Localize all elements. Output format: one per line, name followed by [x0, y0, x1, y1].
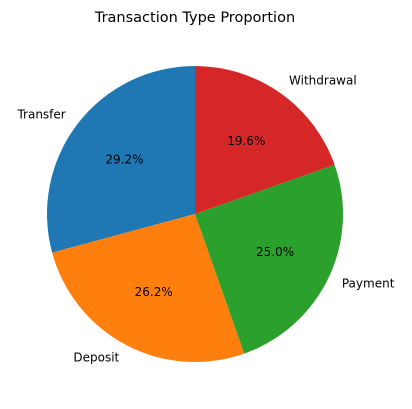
chart-title: Transaction Type Proportion: [94, 10, 295, 26]
slice-label-transfer: Transfer: [16, 108, 65, 122]
pie-slice-withdrawal: [195, 66, 335, 214]
slice-percent-transfer: 29.2%: [105, 153, 143, 167]
slice-percent-deposit: 26.2%: [135, 285, 173, 299]
pie-slice-transfer: [46, 66, 195, 253]
slice-percent-payment: 25.0%: [256, 245, 294, 259]
pie-slice-deposit: [52, 214, 245, 363]
slice-percent-withdrawal: 19.6%: [227, 134, 265, 148]
slice-label-payment: Payment: [342, 277, 395, 291]
pie-slices: [46, 66, 343, 363]
slice-label-withdrawal: Withdrawal: [289, 74, 357, 88]
slice-label-deposit: Deposit: [73, 351, 119, 365]
pie-slice-payment: [195, 164, 343, 354]
pie-labels: Transfer 29.2% Deposit 26.2% Payment 25.0% Wit…: [16, 74, 394, 365]
